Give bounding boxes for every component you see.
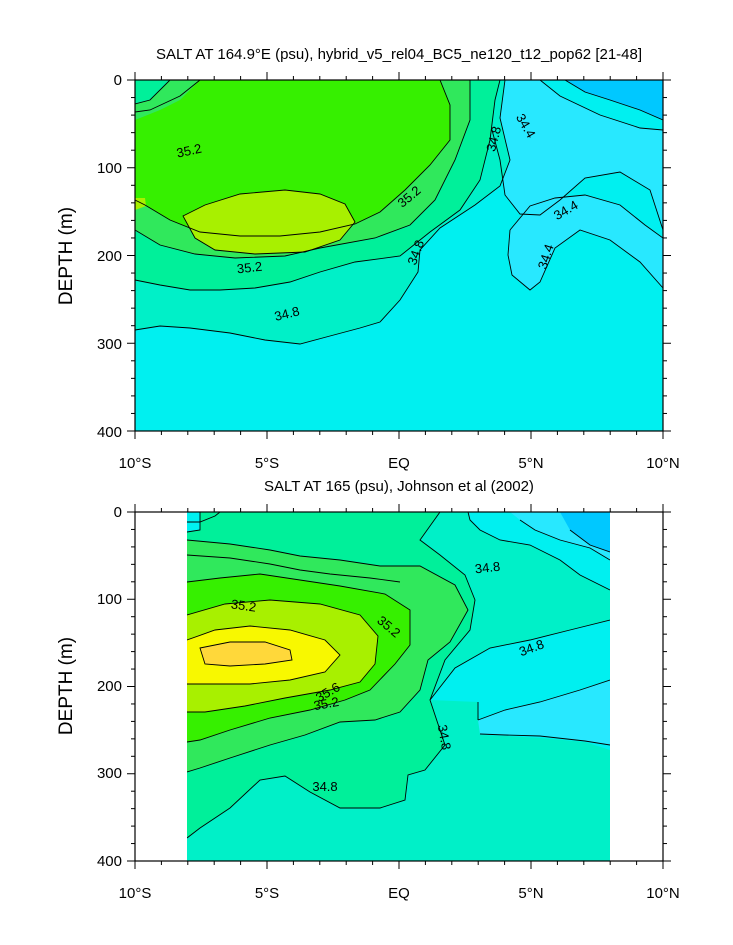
y-tick-label: 300 bbox=[97, 336, 122, 353]
y-tick-label: 300 bbox=[97, 765, 122, 782]
contour-label: 34.8 bbox=[273, 303, 301, 324]
chart-title-top: SALT AT 164.9°E (psu), hybrid_v5_rel04_B… bbox=[156, 46, 642, 63]
chart-title-bottom: SALT AT 165 (psu), Johnson et al (2002) bbox=[264, 478, 534, 495]
contour-label: 34.8 bbox=[435, 723, 454, 751]
contour-label: 34.8 bbox=[483, 125, 504, 153]
fill-level-34.4-lens bbox=[478, 680, 610, 745]
fill-level-35.0-corner bbox=[135, 80, 170, 104]
fill-level-35.4 bbox=[135, 80, 450, 236]
contour-lines-top bbox=[135, 80, 663, 345]
x-tick-label: 10°N bbox=[646, 885, 680, 902]
x-tick-label: EQ bbox=[388, 885, 410, 902]
y-tick-label: 200 bbox=[97, 248, 122, 265]
y-tick-label: 0 bbox=[114, 72, 122, 89]
fill-level-35.6 bbox=[183, 190, 355, 254]
contour-label: 35.2 bbox=[236, 259, 263, 277]
x-tick-label: 5°N bbox=[518, 455, 543, 472]
x-tick-label: 5°S bbox=[255, 455, 279, 472]
contour-label: 35.2 bbox=[230, 596, 257, 614]
contour-label: 35.2 bbox=[175, 141, 203, 161]
contour-label: 34.8 bbox=[312, 779, 337, 794]
axis-ticks-top bbox=[127, 72, 671, 439]
contour-lines-bottom bbox=[187, 512, 610, 839]
y-axis-label-bottom: DEPTH (m) bbox=[56, 637, 77, 735]
fill-level-34.4-north bbox=[492, 80, 663, 230]
x-tick-label: 10°S bbox=[119, 455, 152, 472]
y-tick-label: 200 bbox=[97, 678, 122, 695]
y-tick-label: 0 bbox=[114, 504, 122, 521]
x-tick-labels-top: 10°S 5°S EQ 5°N 10°N bbox=[119, 455, 680, 472]
fill-level-35.2-corner bbox=[135, 80, 200, 112]
chart-panel-top: SALT AT 164.9°E (psu), hybrid_v5_rel04_B… bbox=[56, 46, 680, 472]
contour-label: 35.2 bbox=[312, 694, 340, 713]
y-tick-label: 400 bbox=[97, 853, 122, 870]
fill-level-34.2-north bbox=[560, 512, 610, 552]
contour-label: 34.4 bbox=[535, 242, 557, 271]
y-axis-label-top: DEPTH (m) bbox=[56, 207, 77, 305]
x-tick-label: 10°S bbox=[119, 885, 152, 902]
chart-panel-bottom: SALT AT 165 (psu), Johnson et al (2002) bbox=[56, 478, 680, 902]
x-tick-label: 5°S bbox=[255, 885, 279, 902]
contour-fills-top bbox=[135, 80, 663, 431]
contour-label: 34.8 bbox=[474, 559, 501, 577]
x-tick-label: EQ bbox=[388, 455, 410, 472]
x-tick-labels-bottom: 10°S 5°S EQ 5°N 10°N bbox=[119, 885, 680, 902]
fill-level-34.2-north bbox=[565, 80, 663, 120]
x-tick-label: 5°N bbox=[518, 885, 543, 902]
axis-ticks-bottom bbox=[127, 504, 671, 869]
y-tick-labels-top: 0 100 200 300 400 bbox=[97, 72, 122, 441]
y-tick-label: 400 bbox=[97, 424, 122, 441]
y-tick-label: 100 bbox=[97, 160, 122, 177]
fill-level-36.0 bbox=[200, 642, 292, 666]
contour-fills-bottom bbox=[187, 512, 610, 861]
x-tick-label: 10°N bbox=[646, 455, 680, 472]
y-tick-labels-bottom: 0 100 200 300 400 bbox=[97, 504, 122, 870]
y-tick-label: 100 bbox=[97, 591, 122, 608]
